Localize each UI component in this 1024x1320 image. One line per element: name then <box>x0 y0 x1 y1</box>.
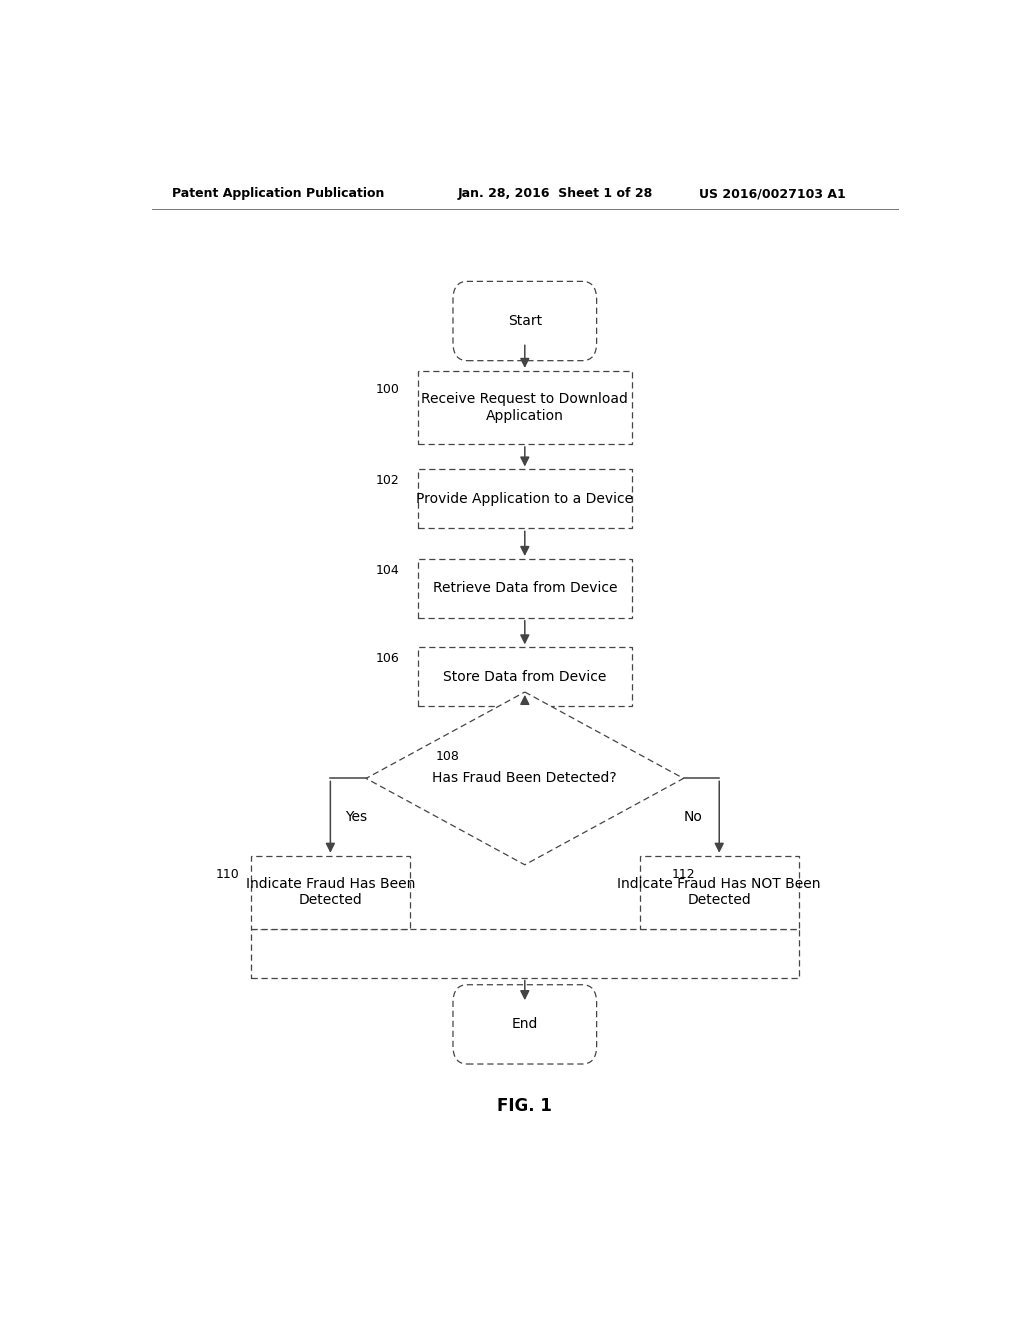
Text: Retrieve Data from Device: Retrieve Data from Device <box>432 581 617 595</box>
Text: 102: 102 <box>376 474 399 487</box>
FancyBboxPatch shape <box>251 855 410 929</box>
Text: Yes: Yes <box>345 810 368 824</box>
FancyBboxPatch shape <box>418 647 632 706</box>
FancyBboxPatch shape <box>640 855 799 929</box>
Text: 106: 106 <box>376 652 399 665</box>
Text: Patent Application Publication: Patent Application Publication <box>172 187 384 201</box>
Text: Indicate Fraud Has Been
Detected: Indicate Fraud Has Been Detected <box>246 878 415 907</box>
FancyBboxPatch shape <box>251 929 799 978</box>
Text: Provide Application to a Device: Provide Application to a Device <box>416 492 634 506</box>
Text: FIG. 1: FIG. 1 <box>498 1097 552 1114</box>
Text: Indicate Fraud Has NOT Been
Detected: Indicate Fraud Has NOT Been Detected <box>617 878 821 907</box>
FancyBboxPatch shape <box>453 281 597 360</box>
Text: 110: 110 <box>215 869 239 882</box>
Polygon shape <box>367 692 684 865</box>
Text: 112: 112 <box>672 869 695 882</box>
Text: End: End <box>512 1018 538 1031</box>
Text: 108: 108 <box>436 750 460 763</box>
Text: Receive Request to Download
Application: Receive Request to Download Application <box>421 392 629 422</box>
FancyBboxPatch shape <box>418 470 632 528</box>
Text: Start: Start <box>508 314 542 329</box>
Text: US 2016/0027103 A1: US 2016/0027103 A1 <box>699 187 846 201</box>
FancyBboxPatch shape <box>453 985 597 1064</box>
Text: Has Fraud Been Detected?: Has Fraud Been Detected? <box>432 771 617 785</box>
Text: Jan. 28, 2016  Sheet 1 of 28: Jan. 28, 2016 Sheet 1 of 28 <box>458 187 652 201</box>
Text: 104: 104 <box>376 564 399 577</box>
FancyBboxPatch shape <box>418 371 632 444</box>
Text: Store Data from Device: Store Data from Device <box>443 669 606 684</box>
FancyBboxPatch shape <box>418 558 632 618</box>
Text: No: No <box>684 810 702 824</box>
Text: 100: 100 <box>376 383 399 396</box>
